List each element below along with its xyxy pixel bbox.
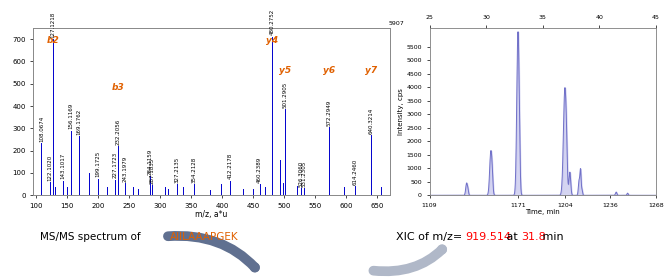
Text: 284.1159: 284.1159	[148, 149, 153, 175]
Text: 31.8: 31.8	[521, 232, 545, 242]
Text: AIILAAAPGEK: AIILAAAPGEK	[170, 232, 238, 242]
Y-axis label: Intensity, cps: Intensity, cps	[398, 88, 404, 135]
Text: y5: y5	[279, 66, 291, 75]
Text: 412.2178: 412.2178	[227, 153, 232, 179]
Text: y4: y4	[266, 36, 278, 45]
Text: 108.0674: 108.0674	[39, 115, 44, 141]
Text: y6: y6	[323, 66, 335, 75]
Text: y7: y7	[365, 66, 377, 75]
Text: 122.1020: 122.1020	[47, 154, 53, 181]
Text: 531.2305: 531.2305	[301, 161, 306, 187]
Text: 127.1218: 127.1218	[51, 11, 56, 38]
Text: 640.3214: 640.3214	[369, 107, 374, 134]
Text: 526.3060: 526.3060	[298, 161, 303, 187]
Text: 460.2389: 460.2389	[257, 157, 262, 183]
Text: 354.2128: 354.2128	[191, 157, 196, 183]
Text: 287.1835: 287.1835	[150, 158, 155, 184]
FancyArrowPatch shape	[168, 236, 255, 268]
X-axis label: Time, min: Time, min	[525, 209, 560, 215]
Text: 227.1723: 227.1723	[113, 152, 118, 178]
X-axis label: m/z, a*u: m/z, a*u	[195, 210, 228, 219]
Text: at: at	[503, 232, 521, 242]
Text: 143.1017: 143.1017	[61, 153, 66, 179]
Text: 572.2949: 572.2949	[326, 100, 332, 126]
Text: 327.2135: 327.2135	[174, 157, 180, 183]
Text: 199.1725: 199.1725	[95, 151, 101, 177]
Text: 5907: 5907	[389, 21, 404, 26]
Text: 501.2905: 501.2905	[282, 82, 288, 108]
FancyArrowPatch shape	[374, 249, 442, 271]
Text: b3: b3	[112, 83, 125, 92]
Text: MS/MS spectrum of: MS/MS spectrum of	[40, 232, 144, 242]
Text: b2: b2	[47, 36, 59, 45]
Text: min: min	[539, 232, 564, 242]
Text: XIC of m/z=: XIC of m/z=	[396, 232, 466, 242]
Text: 919.514: 919.514	[465, 232, 511, 242]
Text: 480.2752: 480.2752	[270, 9, 274, 35]
Text: 232.2056: 232.2056	[116, 119, 121, 145]
Text: 169.1762: 169.1762	[77, 109, 82, 135]
Text: 156.1169: 156.1169	[69, 103, 74, 129]
Text: 614.2460: 614.2460	[352, 158, 358, 185]
Text: 243.1979: 243.1979	[123, 155, 128, 182]
